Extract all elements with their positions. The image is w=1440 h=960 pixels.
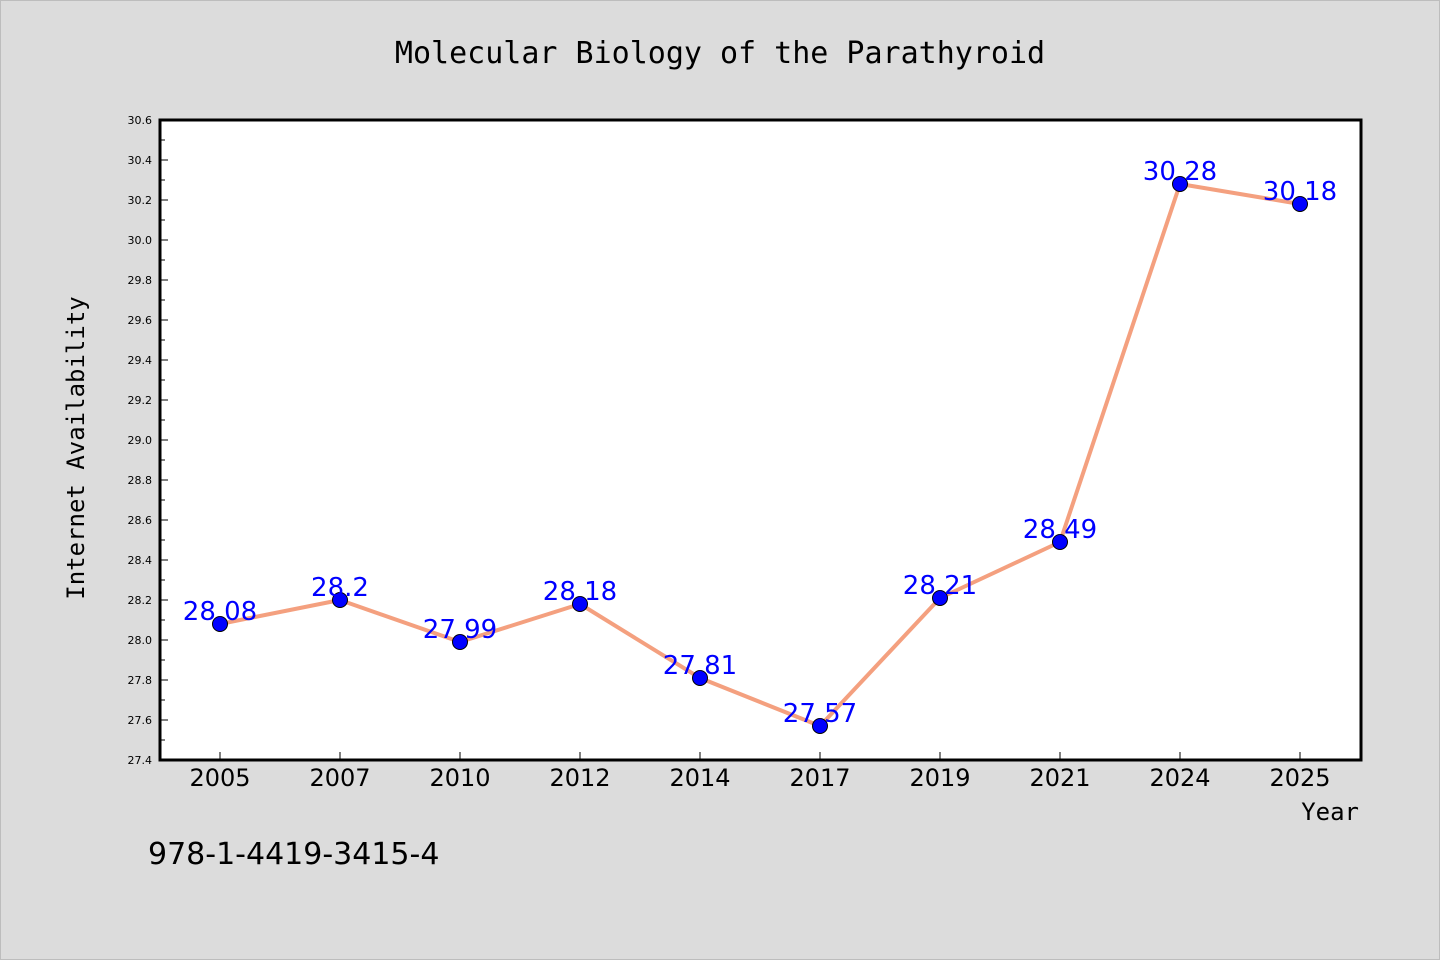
data-point	[212, 616, 228, 632]
data-label: 28.49	[1023, 515, 1097, 545]
chart-title: Molecular Biology of the Parathyroid	[395, 36, 1045, 71]
data-point	[812, 718, 828, 734]
data-point	[572, 596, 588, 612]
x-tick-label: 2025	[1269, 764, 1330, 792]
x-tick-label: 2012	[549, 764, 610, 792]
data-label: 28.21	[903, 571, 977, 601]
data-label: 27.57	[783, 699, 857, 729]
x-tick-label: 2005	[189, 764, 250, 792]
x-tick-label: 2017	[789, 764, 850, 792]
y-tick-label: 30.6	[128, 114, 153, 127]
data-label: 30.28	[1143, 157, 1217, 187]
x-axis-ticks: 2005 2007 2010 2012 2014 2017 2019 2021 2024 2025	[189, 752, 1331, 792]
x-tick-label: 2019	[909, 764, 970, 792]
x-tick-label: 2021	[1029, 764, 1090, 792]
x-axis-label: Year	[1301, 798, 1359, 826]
y-axis-label: Internet Availability	[62, 296, 90, 599]
data-label: 28.2	[311, 573, 369, 603]
data-point	[452, 634, 468, 650]
data-label: 28.18	[543, 577, 617, 607]
plot-area	[158, 118, 1363, 762]
data-point	[332, 592, 348, 608]
y-tick-label: 29.4	[128, 354, 153, 367]
x-tick-label: 2007	[309, 764, 370, 792]
y-tick-label: 29.0	[128, 434, 153, 447]
data-point	[1052, 534, 1068, 550]
x-tick-label: 2024	[1149, 764, 1210, 792]
y-tick-label: 30.2	[128, 194, 153, 207]
y-tick-label: 29.6	[128, 314, 153, 327]
x-tick-label: 2010	[429, 764, 490, 792]
data-point	[1172, 176, 1188, 192]
data-label: 30.18	[1263, 177, 1337, 207]
y-tick-label: 27.6	[128, 714, 153, 727]
x-tick-label: 2014	[669, 764, 730, 792]
data-point	[1292, 196, 1308, 212]
data-point	[932, 590, 948, 606]
data-label: 28.08	[183, 597, 257, 627]
y-tick-label: 27.4	[128, 754, 153, 767]
series-layer: 28.08 28.2 27.99 28.18 27.81 27.57 28.21 28.49 3…	[183, 157, 1337, 734]
y-tick-label: 28.0	[128, 634, 153, 647]
data-label: 27.81	[663, 651, 737, 681]
y-tick-label: 30.0	[128, 234, 153, 247]
y-tick-label: 28.2	[128, 594, 153, 607]
isbn-text: 978-1-4419-3415-4	[148, 837, 439, 872]
y-tick-label: 28.6	[128, 514, 153, 527]
y-axis-ticks: 27.4 27.6 27.8 28.0 28.2 28.4 28.6 28.8 29.0 29.2…	[128, 114, 168, 767]
y-tick-label: 30.4	[128, 154, 153, 167]
data-point	[692, 670, 708, 686]
data-label: 27.99	[423, 615, 497, 645]
y-tick-label: 28.4	[128, 554, 153, 567]
y-tick-label: 27.8	[128, 674, 153, 687]
series-line	[218, 182, 1302, 728]
y-tick-label: 29.2	[128, 394, 153, 407]
y-tick-label: 29.8	[128, 274, 153, 287]
y-tick-label: 28.8	[128, 474, 153, 487]
